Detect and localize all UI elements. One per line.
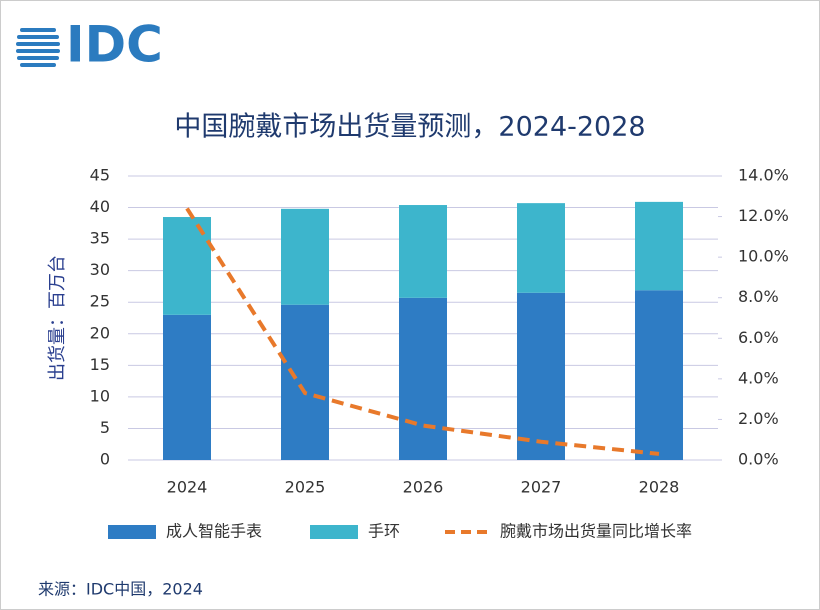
y2-tick-label: 4.0% <box>738 368 779 387</box>
bar <box>635 290 683 460</box>
y-tick-label: 25 <box>90 292 110 311</box>
x-tick-label: 2024 <box>167 478 208 497</box>
bar <box>163 314 211 460</box>
y-tick-label: 0 <box>100 450 110 469</box>
legend-label: 腕戴市场出货量同比增长率 <box>500 522 692 541</box>
line <box>185 207 660 456</box>
logo-icon <box>16 28 60 67</box>
y-tick-label: 40 <box>90 197 110 216</box>
legend-swatch <box>310 525 358 539</box>
legend-label: 成人智能手表 <box>166 522 262 541</box>
x-tick-label: 2028 <box>639 478 680 497</box>
y-axis-label: 出货量：百万台 <box>47 255 68 381</box>
bar <box>635 201 683 291</box>
y-tick-label: 15 <box>90 355 110 374</box>
bar <box>399 297 447 460</box>
y2-tick-label: 6.0% <box>738 328 779 347</box>
logo: IDC <box>66 16 163 74</box>
legend-label: 手环 <box>368 522 400 541</box>
x-tick-label: 2026 <box>403 478 444 497</box>
chart-title: 中国腕戴市场出货量预测，2024-2028 <box>174 112 645 143</box>
y2-tick-label: 14.0% <box>738 166 789 185</box>
y2-tick-label: 0.0% <box>738 450 779 469</box>
y-tick-label: 5 <box>100 418 110 437</box>
y-tick-label: 10 <box>90 386 110 405</box>
y-tick-label: 35 <box>90 229 110 248</box>
x-tick-label: 2027 <box>521 478 562 497</box>
bar <box>517 292 565 460</box>
y2-tick-label: 10.0% <box>738 247 789 266</box>
x-tick-label: 2025 <box>285 478 326 497</box>
bar <box>517 203 565 293</box>
y-tick-label: 20 <box>90 323 110 342</box>
bar <box>281 208 329 305</box>
y-tick-label: 45 <box>90 166 110 185</box>
y2-tick-label: 8.0% <box>738 287 779 306</box>
y2-tick-label: 12.0% <box>738 206 789 225</box>
y-tick-label: 30 <box>90 260 110 279</box>
legend-swatch <box>108 525 156 539</box>
bar <box>399 205 447 298</box>
source: 来源：IDC中国，2024 <box>38 580 203 599</box>
bar <box>281 304 329 460</box>
y2-tick-label: 2.0% <box>738 409 779 428</box>
